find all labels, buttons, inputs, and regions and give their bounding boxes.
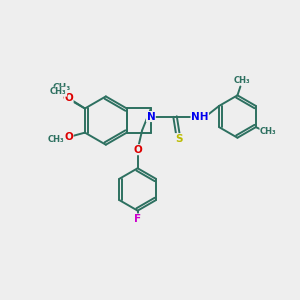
Text: F: F — [134, 214, 141, 224]
Text: N: N — [146, 112, 155, 122]
Text: CH₃: CH₃ — [50, 87, 67, 96]
Text: CH₃: CH₃ — [260, 127, 277, 136]
Text: O: O — [64, 132, 73, 142]
Text: CH₃: CH₃ — [53, 83, 71, 92]
Text: CH₃: CH₃ — [234, 76, 250, 85]
Text: S: S — [175, 134, 182, 144]
Text: O: O — [64, 93, 73, 103]
Text: CH₃: CH₃ — [48, 136, 65, 145]
Text: O: O — [63, 93, 71, 103]
Text: O: O — [133, 145, 142, 155]
Text: NH: NH — [191, 112, 208, 122]
